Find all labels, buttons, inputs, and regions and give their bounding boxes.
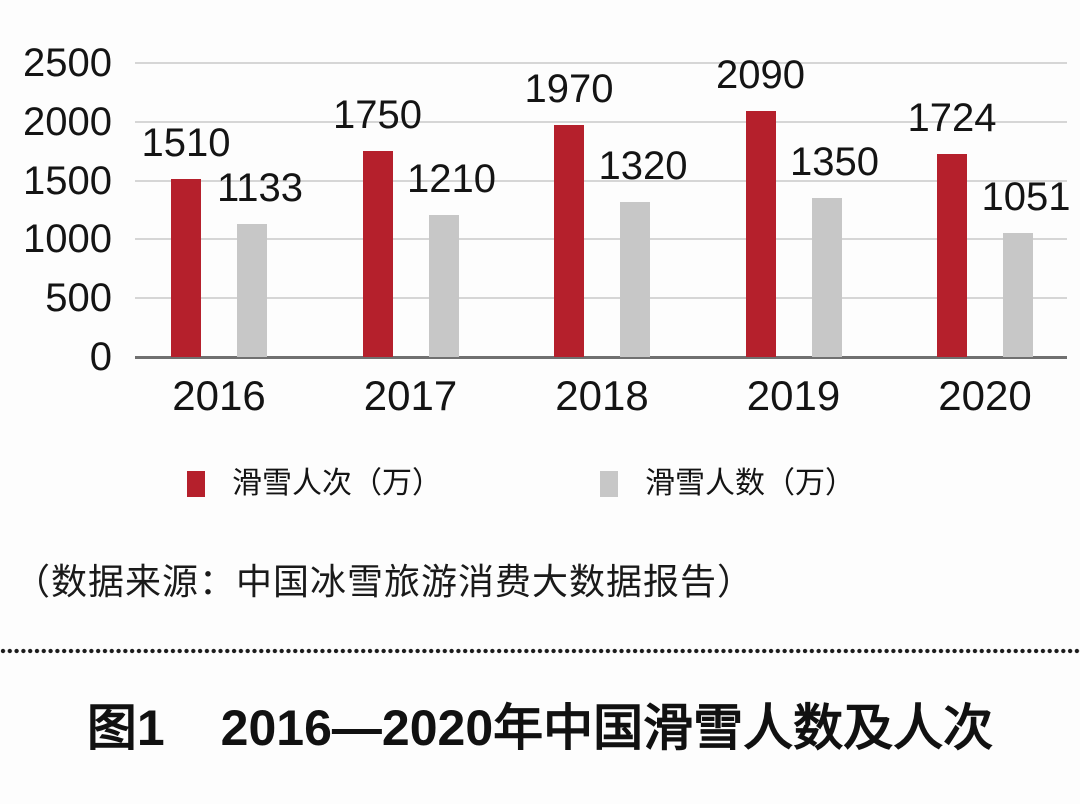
y-tick-label: 1000 [23,217,112,262]
bar-value-label: 1350 [790,140,879,185]
gridline [135,297,1067,300]
bar-visits-2016 [171,179,201,357]
bar-value-label: 1133 [216,165,304,210]
x-tick-label: 2018 [555,372,649,419]
legend-item-ski-persons: 滑雪人数（万） [600,468,855,500]
legend-label-ski-visits: 滑雪人次（万） [232,467,442,500]
bar-value-label: 1970 [524,67,614,112]
bar-persons-2017 [428,214,459,357]
x-tick-label: 2020 [938,372,1032,419]
bar-visits-2019 [745,111,776,357]
bar-persons-2018 [620,201,650,357]
data-source-note: （数据来源：中国冰雪旅游消费大数据报告） [14,562,755,602]
y-tick-label: 500 [45,276,112,321]
legend-item-ski-visits: 滑雪人次（万） [187,468,442,500]
bar-visits-2020 [937,154,967,357]
bar-value-label: 1320 [598,143,688,188]
legend-label-ski-persons: 滑雪人数（万） [645,467,855,500]
figure-caption: 图1 2016—2020年中国滑雪人数及人次 [0,698,1080,758]
bar-value-label: 1724 [907,96,997,141]
x-tick-label: 2016 [172,372,266,419]
legend-swatch-red [187,471,205,497]
y-tick-label: 0 [89,335,112,379]
legend-swatch-gray [600,471,618,497]
y-tick-label: 1500 [23,158,112,203]
y-tick-label: 2000 [23,99,112,144]
gridline [135,120,1067,123]
x-tick-label: 2019 [746,372,841,419]
bar-persons-2016 [237,223,267,357]
bar-value-label: 2090 [716,53,805,98]
gridline [135,62,1067,64]
y-tick-label: 2500 [23,41,112,85]
gridline [135,238,1067,241]
gridline [135,179,1067,182]
bar-value-label: 1210 [407,156,496,201]
x-tick-label: 2017 [363,372,458,419]
bar-persons-2020 [1003,233,1033,357]
x-axis-line [135,356,1067,359]
figure-caption-text: 2016—2020年中国滑雪人数及人次 [220,700,994,756]
bar-persons-2019 [811,198,842,357]
bar-value-label: 1510 [141,121,231,166]
bar-value-label: 1051 [981,175,1071,220]
bar-visits-2018 [554,125,584,357]
dotted-divider [0,648,1080,654]
bar-visits-2017 [362,151,393,357]
bar-value-label: 1750 [333,93,422,138]
figure-caption-number: 图1 [86,700,165,756]
